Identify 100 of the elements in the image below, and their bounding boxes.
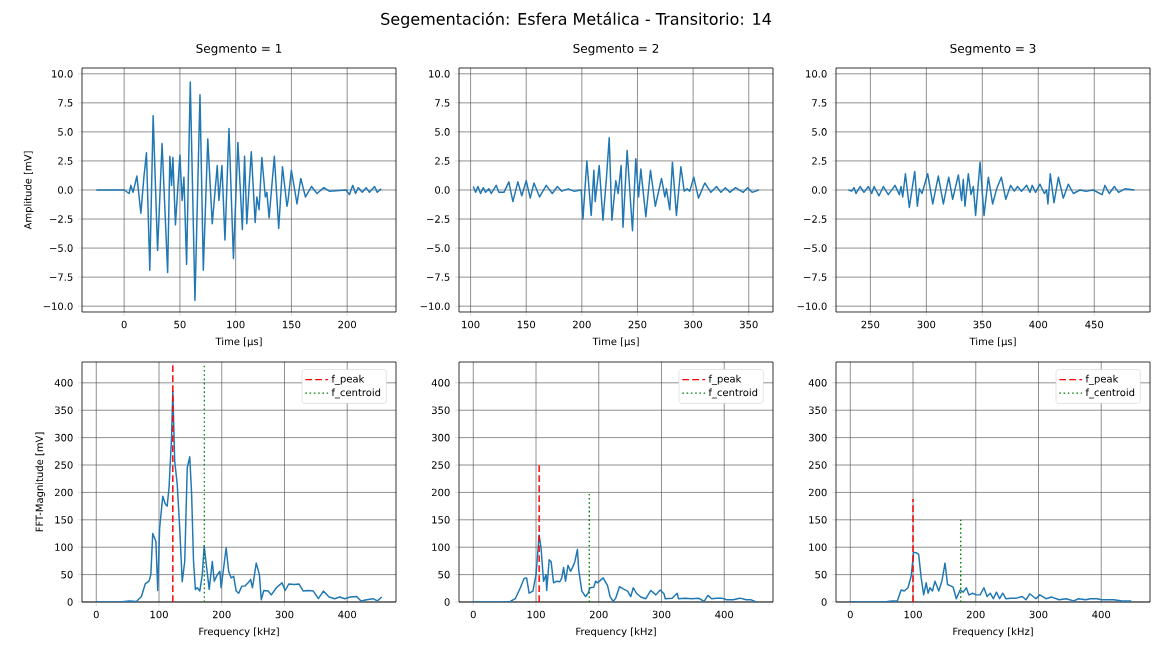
legend-label: f_peak	[708, 374, 742, 385]
y-tick-label: 7.5	[435, 99, 450, 107]
legend-label: f_centroid	[1085, 388, 1135, 399]
x-tick-label: 100	[462, 320, 480, 329]
y-tick-label: 10.0	[52, 70, 73, 78]
y-tick-label: 5.0	[812, 128, 827, 136]
y-tick-label: 7.5	[812, 99, 827, 107]
y-axis-title: Amplitude [mV]	[23, 151, 34, 230]
x-tick-label: 200	[573, 320, 591, 329]
y-axis-title: FFT-Magnitude [mV]	[35, 432, 46, 532]
y-tick-label: −5.0	[50, 244, 73, 252]
x-tick-label: 100	[227, 320, 245, 329]
y-tick-label: 150	[809, 516, 827, 524]
line-series	[95, 390, 383, 602]
x-tick-label: 0	[470, 610, 476, 619]
legend-label: f_centroid	[708, 388, 758, 399]
y-tick-label: −5.0	[804, 244, 827, 252]
x-axis-title: Time [µs]	[215, 337, 262, 348]
chart-title: Segmento = 1	[196, 43, 282, 56]
y-tick-label: 300	[808, 433, 827, 442]
y-tick-label: −10.0	[43, 302, 73, 310]
y-tick-label: 50	[815, 570, 827, 579]
y-tick-label: 5.0	[435, 128, 450, 136]
x-tick-label: 100	[150, 610, 168, 619]
y-tick-label: 300	[54, 433, 73, 442]
x-tick-label: 350	[973, 320, 992, 329]
y-tick-label: 7.5	[58, 99, 73, 107]
x-tick-label: 200	[589, 610, 608, 619]
y-tick-label: 400	[54, 379, 73, 387]
x-axis-title: Frequency [kHz]	[576, 627, 656, 638]
x-tick-label: 100	[527, 610, 545, 619]
x-tick-label: 400	[1029, 320, 1048, 329]
y-tick-label: 400	[431, 379, 450, 387]
x-tick-label: 400	[338, 610, 357, 619]
x-tick-label: 50	[174, 320, 186, 329]
legend-label: f_peak	[331, 374, 365, 385]
y-tick-label: 100	[55, 543, 73, 551]
y-tick-label: 200	[808, 488, 827, 497]
x-tick-label: 300	[652, 610, 671, 619]
y-tick-label: 0	[821, 598, 827, 606]
legend-label: f_peak	[1085, 374, 1119, 385]
y-tick-label: −2.5	[50, 215, 73, 223]
chart-title: Segmento = 3	[950, 43, 1036, 56]
x-tick-label: 300	[1029, 610, 1048, 619]
y-tick-label: 10.0	[429, 70, 450, 78]
y-tick-label: −7.5	[804, 273, 827, 281]
y-tick-label: −10.0	[797, 302, 827, 310]
y-tick-label: −5.0	[427, 244, 450, 252]
y-tick-label: 400	[808, 379, 827, 387]
y-tick-label: 150	[432, 516, 450, 524]
y-tick-label: 300	[431, 433, 450, 442]
x-tick-label: 200	[212, 610, 231, 619]
y-tick-label: 200	[54, 488, 73, 497]
y-tick-label: 350	[808, 406, 827, 415]
x-tick-label: 400	[1092, 610, 1111, 619]
y-tick-label: 250	[54, 461, 73, 469]
x-axis-title: Time [µs]	[592, 337, 639, 348]
y-tick-label: 50	[438, 570, 450, 579]
x-tick-label: 250	[628, 320, 647, 329]
y-tick-label: −7.5	[427, 273, 450, 281]
y-tick-label: 50	[61, 570, 73, 579]
y-tick-label: 10.0	[806, 70, 827, 78]
y-tick-label: 250	[431, 461, 450, 469]
x-tick-label: 450	[1085, 320, 1104, 329]
y-tick-label: 350	[54, 406, 73, 415]
y-tick-label: −2.5	[804, 215, 827, 223]
y-tick-label: 100	[809, 543, 827, 551]
y-tick-label: 2.5	[58, 157, 73, 165]
text: Segementación: Esfera Metálica - Transitorio: 14	[381, 11, 771, 29]
line-series	[95, 81, 382, 302]
y-tick-label: 150	[55, 516, 73, 524]
x-tick-label: 150	[282, 320, 301, 329]
line-series	[472, 136, 760, 232]
y-tick-label: 0.0	[435, 186, 450, 194]
legend-label: f_centroid	[331, 388, 381, 399]
x-tick-label: 200	[338, 320, 357, 329]
x-tick-label: 250	[861, 320, 880, 329]
x-tick-label: 0	[847, 610, 853, 619]
x-tick-label: 300	[684, 320, 702, 329]
x-tick-label: 400	[715, 610, 734, 619]
y-tick-label: 250	[808, 461, 827, 469]
y-tick-label: 350	[431, 406, 450, 415]
y-tick-label: 200	[431, 488, 450, 497]
x-tick-label: 200	[966, 610, 985, 619]
y-tick-label: 5.0	[58, 128, 73, 136]
y-tick-label: 2.5	[435, 157, 450, 165]
y-tick-label: −7.5	[50, 273, 73, 281]
y-tick-label: 0	[67, 598, 73, 606]
line-series	[847, 161, 1136, 217]
x-tick-label: 300	[275, 610, 294, 619]
x-tick-label: 300	[917, 320, 936, 329]
chart-title: Segmento = 2	[573, 43, 659, 56]
x-axis-title: Time [µs]	[969, 337, 1016, 348]
x-axis-title: Frequency [kHz]	[953, 627, 1033, 638]
x-tick-label: 0	[93, 610, 99, 619]
y-tick-label: 100	[432, 543, 450, 551]
y-tick-label: −2.5	[427, 215, 450, 223]
y-tick-label: 0	[444, 598, 450, 606]
x-tick-label: 0	[121, 320, 127, 329]
y-tick-label: 0.0	[812, 186, 827, 194]
